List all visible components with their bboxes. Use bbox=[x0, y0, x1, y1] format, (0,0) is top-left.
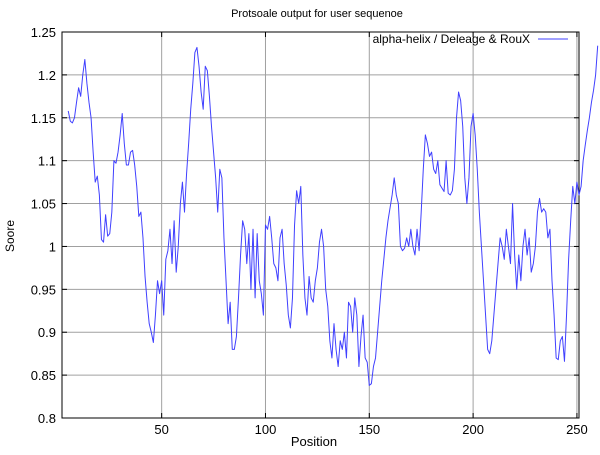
x-tick-label: 100 bbox=[255, 422, 277, 437]
plot-frame bbox=[61, 31, 580, 419]
y-tick-label: 1.05 bbox=[31, 197, 56, 212]
y-tick-label: 1.15 bbox=[31, 111, 56, 126]
legend-label: alpha-helix / Deleage & RouX bbox=[373, 32, 530, 46]
y-axis-label: Soore bbox=[3, 220, 17, 252]
y-tick-label: 1.2 bbox=[38, 68, 56, 83]
x-tick-label: 50 bbox=[154, 422, 168, 437]
y-tick-label: 0.9 bbox=[38, 325, 56, 340]
legend: alpha-helix / Deleage & RouX bbox=[373, 32, 568, 46]
x-axis-label: Position bbox=[291, 434, 337, 449]
y-tick-label: 0.95 bbox=[31, 282, 56, 297]
series-line bbox=[67, 45, 599, 386]
x-axis-tick-labels: 50 100 150 200 250 bbox=[154, 422, 587, 437]
x-tick-label: 200 bbox=[462, 422, 484, 437]
y-tick-label: 1.25 bbox=[31, 25, 56, 40]
y-tick-label: 1 bbox=[49, 239, 56, 254]
axis-ticks bbox=[62, 31, 579, 419]
y-tick-label: 0.85 bbox=[31, 368, 56, 383]
chart-title: Protsoale output for user sequenoe bbox=[231, 8, 403, 20]
x-tick-label: 250 bbox=[566, 422, 588, 437]
series-layer bbox=[67, 45, 599, 386]
grid bbox=[62, 32, 579, 418]
x-tick-label: 150 bbox=[358, 422, 380, 437]
y-axis-tick-labels: 0.8 0.85 0.9 0.95 1 1.05 1.1 1.15 1.2 1.25 bbox=[31, 25, 56, 426]
y-tick-label: 1.1 bbox=[38, 154, 56, 169]
y-tick-label: 0.8 bbox=[38, 411, 56, 426]
